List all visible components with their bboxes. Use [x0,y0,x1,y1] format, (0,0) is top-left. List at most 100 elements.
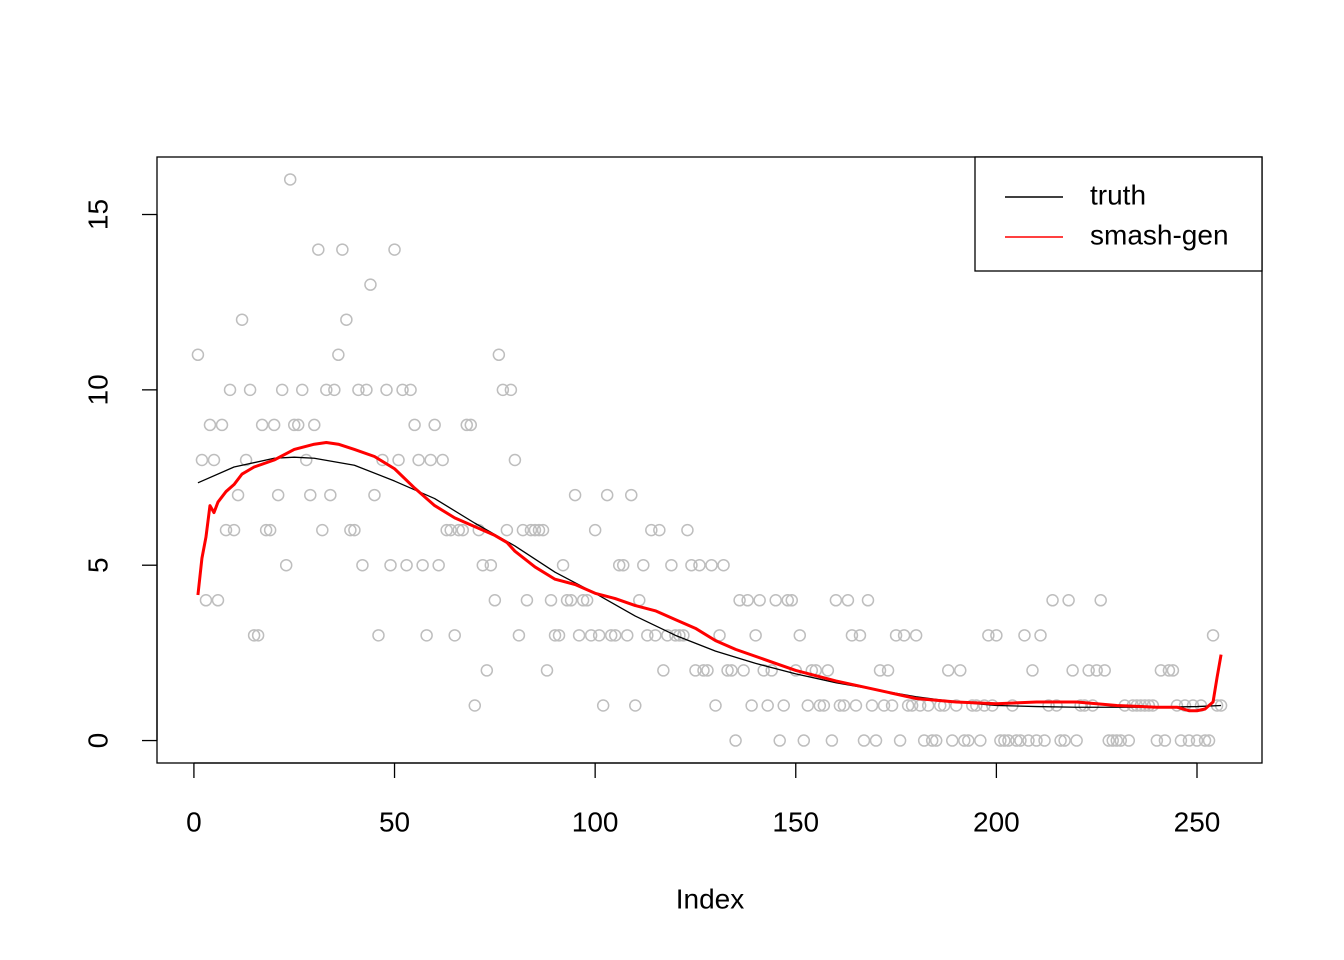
point [966,699,979,712]
point [1074,699,1087,712]
point [356,558,369,572]
point [568,488,582,502]
point [1174,734,1188,747]
y-tick-label: 0 [82,733,113,749]
point [456,523,469,537]
point [496,383,510,397]
point [865,699,879,712]
point [1014,734,1027,747]
point [259,523,273,537]
point [384,558,397,572]
point [945,734,959,747]
point [1054,734,1067,747]
point [1090,664,1103,677]
point [685,558,698,572]
point [825,734,839,747]
point [368,488,381,502]
point [889,629,903,642]
point [821,664,835,677]
point [861,594,875,607]
point [207,453,221,467]
point [929,734,943,747]
point [263,523,277,537]
point [304,488,317,502]
point [1106,734,1119,747]
point [195,453,209,467]
point [1022,734,1035,747]
point [1150,734,1164,747]
point [1002,734,1015,747]
point [608,629,622,642]
point [641,629,654,642]
point [697,664,710,677]
point [211,594,225,607]
point [1170,699,1184,712]
y-tick-label: 5 [82,557,113,573]
point [484,558,498,572]
point [223,383,237,397]
point [817,699,831,712]
point [372,629,385,642]
point [1030,734,1043,747]
point [745,699,758,712]
point [801,699,815,712]
point [243,383,257,397]
point [797,734,811,747]
point [1058,734,1071,747]
point [540,664,554,677]
point [829,594,843,607]
point [1110,734,1124,747]
point [600,488,614,502]
point [464,418,478,432]
point [873,664,887,677]
point [444,523,457,537]
point [524,523,538,537]
point [841,594,855,607]
point [420,629,433,642]
point [1078,699,1091,712]
point [677,629,690,642]
point [925,734,939,747]
point [793,629,807,642]
point [845,629,859,642]
point [572,629,586,642]
point [448,629,461,642]
point [536,523,550,537]
point [753,594,766,607]
point [320,383,333,397]
point [990,629,1003,642]
point [468,699,482,712]
point [275,383,289,397]
point [637,558,650,572]
point [693,558,706,572]
point [480,664,494,677]
point [247,629,261,642]
point [1082,664,1095,677]
point [905,699,919,712]
point [833,699,847,712]
point [488,594,502,607]
point [729,734,742,747]
point [560,594,574,607]
point [279,558,293,572]
point [998,734,1011,747]
point [1102,734,1115,747]
x-axis-label: Index [676,883,745,914]
point [1162,664,1176,677]
point [428,418,441,432]
point [625,488,638,502]
x-tick-label: 150 [772,806,819,837]
point [901,699,915,712]
point [392,453,405,467]
point [994,734,1007,747]
point [352,383,365,397]
point [215,418,229,432]
point [954,664,967,677]
point [396,383,409,397]
point [1066,664,1079,677]
point [877,699,891,712]
point [857,734,871,747]
point [267,418,281,432]
point [1098,664,1111,677]
